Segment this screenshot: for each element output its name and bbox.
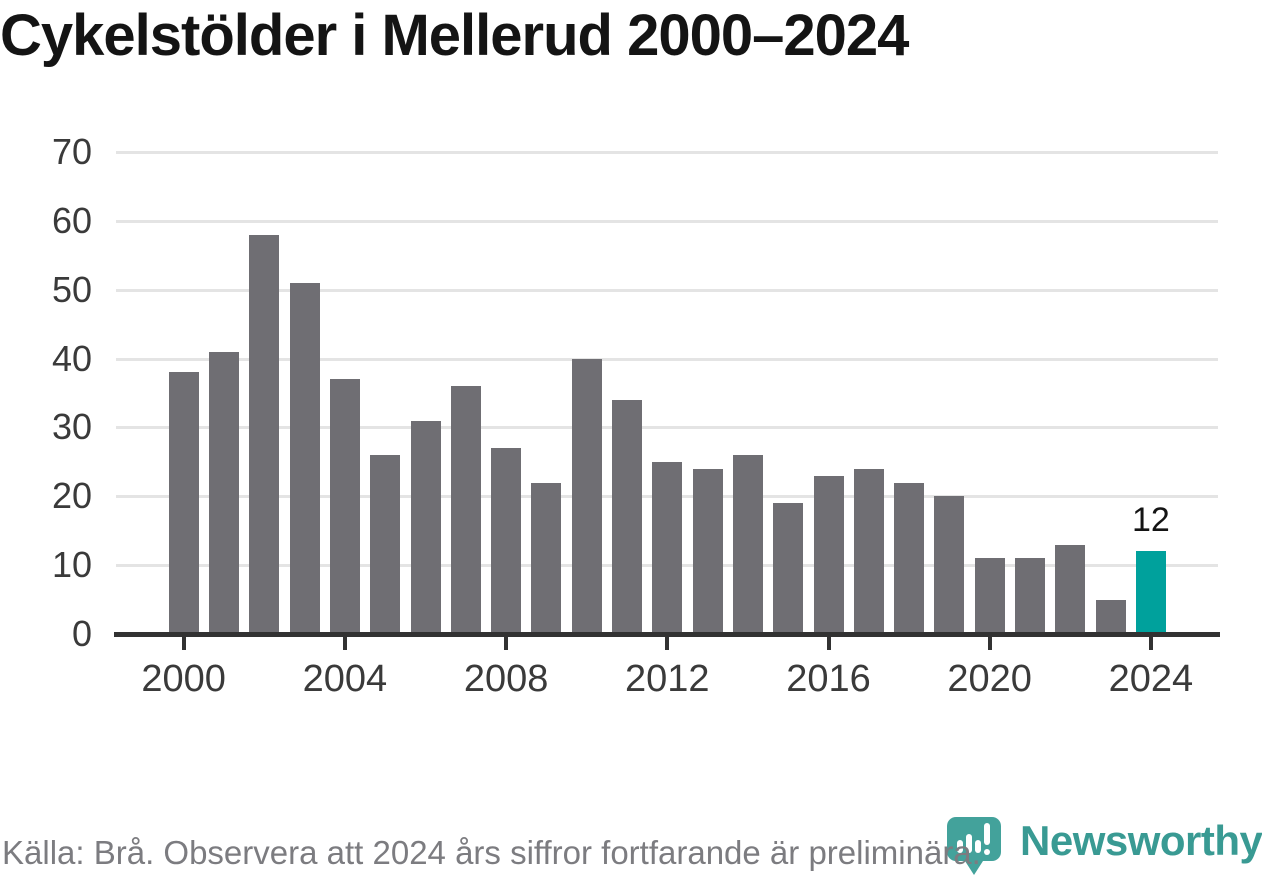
x-tick-2020: [987, 637, 992, 650]
bar-2000: [168, 372, 199, 634]
bar-2013: [692, 468, 723, 634]
x-tick-2012: [665, 637, 670, 650]
bar-2019: [934, 496, 965, 634]
gridline-40: [116, 357, 1218, 361]
bar-2020: [974, 558, 1005, 634]
x-tick-label-2024: 2024: [1108, 658, 1194, 700]
x-tick-2000: [181, 637, 186, 650]
bar-2005: [370, 454, 401, 634]
gridline-30: [116, 426, 1218, 430]
x-tick-2024: [1148, 637, 1153, 650]
source-note: Källa: Brå. Observera att 2024 års siffr…: [2, 834, 981, 871]
bar-2014: [732, 454, 763, 634]
chart-title: Cykelstölder i Mellerud 2000–2024: [0, 3, 909, 68]
plot-area: [116, 151, 1218, 634]
bar-2002: [249, 234, 280, 634]
bar-2009: [531, 482, 562, 634]
bar-2015: [773, 503, 804, 634]
y-tick-label-60: 60: [51, 199, 92, 241]
x-tick-2008: [504, 637, 509, 650]
newsworthy-wordmark: Newsworthy: [1020, 817, 1262, 864]
bar-2024: [1135, 551, 1166, 634]
bar-2004: [329, 379, 360, 634]
x-tick-label-2016: 2016: [786, 658, 871, 700]
bar-2023: [1095, 599, 1126, 634]
y-tick-label-50: 50: [51, 268, 92, 310]
bar-2017: [853, 468, 884, 634]
gridline-70: [116, 151, 1218, 154]
bar-2018: [894, 482, 925, 634]
x-tick-label-2000: 2000: [141, 658, 226, 700]
gridline-50: [116, 288, 1218, 292]
bar-2010: [571, 358, 602, 634]
bar-2007: [450, 386, 481, 634]
x-tick-label-2004: 2004: [302, 658, 388, 700]
bar-2008: [491, 448, 522, 634]
y-tick-label-30: 30: [51, 406, 92, 448]
highlight-value-label: 12: [1131, 501, 1170, 540]
y-tick-label-0: 0: [71, 613, 92, 654]
bar-2016: [813, 475, 844, 634]
x-tick-label-2008: 2008: [463, 658, 549, 700]
y-tick-label-20: 20: [51, 475, 92, 517]
y-tick-label-10: 10: [51, 544, 92, 586]
bar-2011: [612, 399, 642, 634]
x-tick-2004: [342, 637, 347, 650]
bar-2022: [1055, 544, 1086, 634]
x-axis-line: [114, 632, 1220, 637]
gridline-60: [116, 219, 1218, 223]
y-tick-label-40: 40: [51, 337, 92, 379]
bar-2012: [652, 461, 683, 634]
bar-2021: [1015, 558, 1045, 634]
newsworthy-brand: Newsworthy: [946, 814, 1262, 879]
newsworthy-logo-icon: [947, 817, 1001, 875]
bar-2006: [410, 420, 441, 634]
x-tick-2016: [826, 637, 831, 650]
y-tick-label-70: 70: [51, 131, 92, 172]
x-tick-label-2012: 2012: [625, 658, 710, 700]
bar-2001: [209, 351, 239, 634]
bar-2003: [289, 282, 320, 634]
x-tick-label-2020: 2020: [947, 658, 1032, 700]
